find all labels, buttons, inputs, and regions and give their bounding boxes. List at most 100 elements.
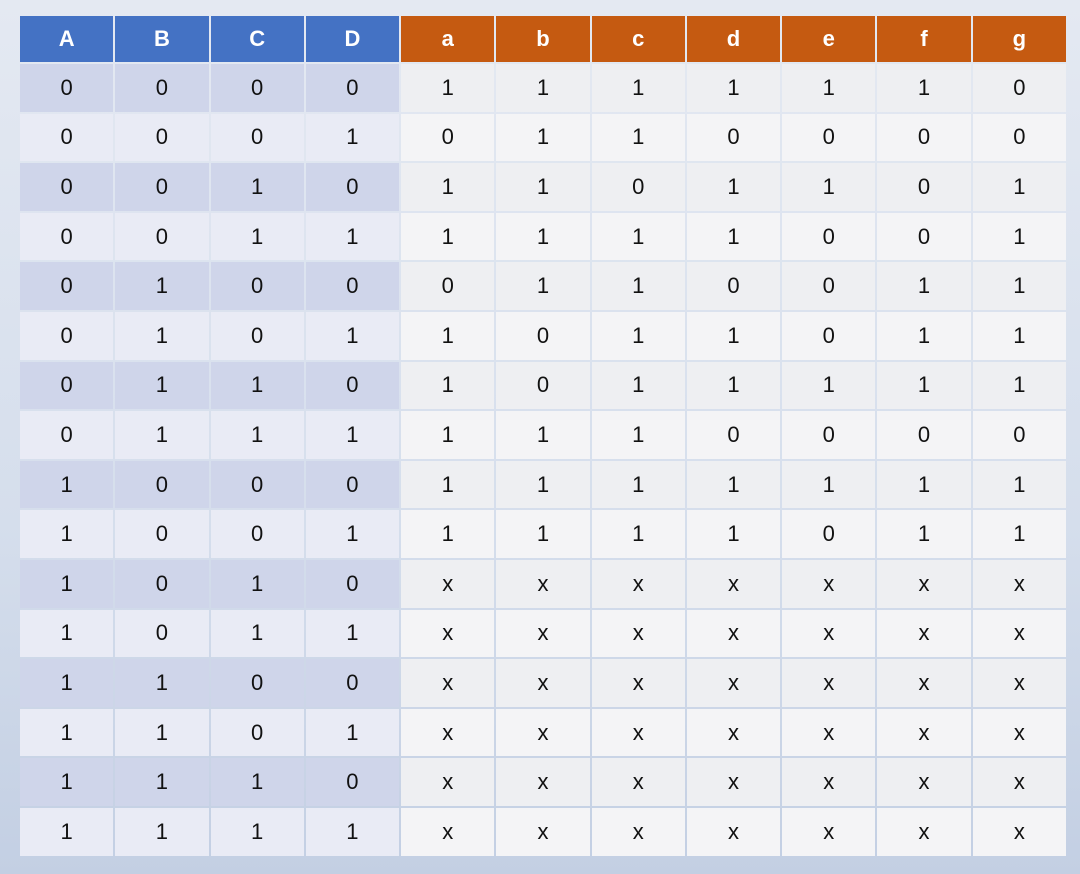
table-cell: 0 xyxy=(115,64,209,112)
table-cell: x xyxy=(401,559,495,608)
table-cell: 0 xyxy=(782,311,876,360)
header-cell: f xyxy=(877,16,971,62)
table-cell: 0 xyxy=(115,163,209,211)
table-cell: 1 xyxy=(305,113,400,162)
table-cell: x xyxy=(877,659,971,707)
table-cell: x xyxy=(972,708,1066,757)
header-cell: b xyxy=(496,16,590,62)
header-cell: a xyxy=(401,16,495,62)
table-cell: 1 xyxy=(972,460,1066,509)
table-cell: x xyxy=(401,609,495,658)
table-cell: 1 xyxy=(877,361,971,410)
table-cell: x xyxy=(972,559,1066,608)
table-cell: 1 xyxy=(20,708,114,757)
table-cell: 1 xyxy=(877,311,971,360)
table-cell: 1 xyxy=(496,411,590,459)
header-cell: c xyxy=(591,16,685,62)
table-cell: 0 xyxy=(20,311,114,360)
table-cell: 1 xyxy=(305,311,400,360)
table-cell: 1 xyxy=(782,361,876,410)
table-cell: 0 xyxy=(305,659,400,707)
table-cell: 1 xyxy=(591,311,685,360)
table-cell: 1 xyxy=(20,609,114,658)
table-cell: 0 xyxy=(305,262,400,310)
table-cell: 1 xyxy=(877,460,971,509)
table-cell: 0 xyxy=(20,262,114,310)
table-cell: 0 xyxy=(115,559,209,608)
table-cell: x xyxy=(496,807,590,856)
table-cell: 0 xyxy=(210,64,304,112)
table-cell: 0 xyxy=(20,361,114,410)
table-cell: 1 xyxy=(210,807,304,856)
table-cell: x xyxy=(401,659,495,707)
table-cell: 1 xyxy=(305,411,400,459)
table-cell: 0 xyxy=(782,212,876,261)
table-cell: 0 xyxy=(877,411,971,459)
table-cell: 0 xyxy=(305,559,400,608)
table-cell: 0 xyxy=(782,510,876,558)
table-cell: 0 xyxy=(496,311,590,360)
table-cell: 0 xyxy=(115,460,209,509)
table-cell: 0 xyxy=(20,212,114,261)
table-cell: 0 xyxy=(305,163,400,211)
table-cell: x xyxy=(496,659,590,707)
header-cell: A xyxy=(20,16,114,62)
table-cell: x xyxy=(782,609,876,658)
table-cell: 1 xyxy=(305,212,400,261)
table-cell: 1 xyxy=(686,460,781,509)
table-cell: x xyxy=(686,758,781,806)
table-cell: 0 xyxy=(305,758,400,806)
table-cell: x xyxy=(877,758,971,806)
table-cell: 1 xyxy=(20,460,114,509)
table-cell: x xyxy=(686,659,781,707)
table-cell: 1 xyxy=(972,361,1066,410)
table-cell: 0 xyxy=(972,411,1066,459)
table-cell: 0 xyxy=(305,361,400,410)
table-cell: 0 xyxy=(972,64,1066,112)
table-cell: 1 xyxy=(686,163,781,211)
table-cell: x xyxy=(782,559,876,608)
table-cell: 0 xyxy=(115,113,209,162)
table-cell: 1 xyxy=(305,609,400,658)
table-cell: 1 xyxy=(496,212,590,261)
table-cell: x xyxy=(591,659,685,707)
table-cell: x xyxy=(877,609,971,658)
table-cell: x xyxy=(686,559,781,608)
table-cell: 1 xyxy=(401,460,495,509)
table-cell: 1 xyxy=(877,510,971,558)
table-cell: 1 xyxy=(210,758,304,806)
table-cell: x xyxy=(972,807,1066,856)
table-cell: 1 xyxy=(591,411,685,459)
table-cell: 1 xyxy=(591,113,685,162)
table-cell: 1 xyxy=(115,311,209,360)
table-cell: x xyxy=(496,758,590,806)
table-cell: x xyxy=(877,559,971,608)
table-cell: 1 xyxy=(305,708,400,757)
table-cell: 1 xyxy=(20,659,114,707)
table-cell: 1 xyxy=(686,510,781,558)
table-cell: 1 xyxy=(591,460,685,509)
table-cell: 0 xyxy=(210,311,304,360)
table-cell: 1 xyxy=(401,163,495,211)
table-cell: 1 xyxy=(115,659,209,707)
table-cell: x xyxy=(591,708,685,757)
table-cell: 0 xyxy=(496,361,590,410)
table-cell: 1 xyxy=(591,262,685,310)
header-cell: B xyxy=(115,16,209,62)
table-cell: 1 xyxy=(972,262,1066,310)
table-cell: 1 xyxy=(972,212,1066,261)
table-cell: 1 xyxy=(972,163,1066,211)
table-cell: 1 xyxy=(401,311,495,360)
table-cell: 1 xyxy=(401,64,495,112)
